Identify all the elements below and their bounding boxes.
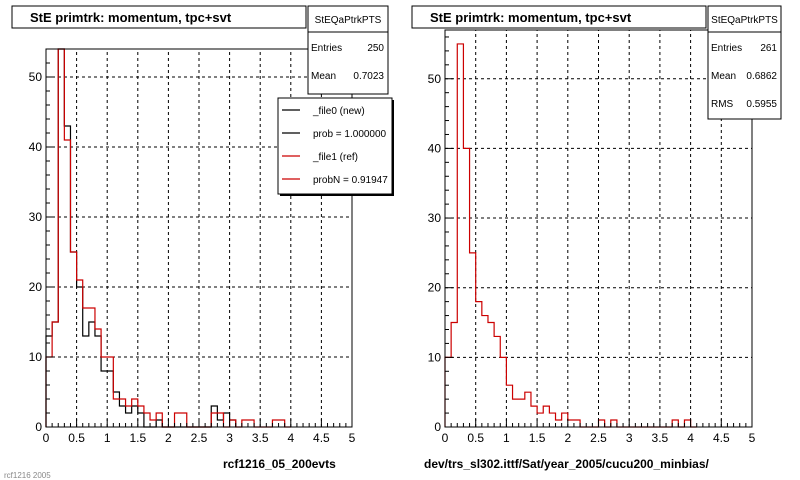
legend-label: _file0 (new) xyxy=(312,106,365,117)
stats-value: 250 xyxy=(367,43,384,54)
y-tick-label: 30 xyxy=(428,211,442,225)
footer-text: rcf1216 2005 xyxy=(4,471,51,480)
right-stats-box: StEQaPtrkPTS Entries 261 Mean 0.6862 RMS 0.595… xyxy=(707,5,782,120)
x-tick-label: 1.5 xyxy=(129,431,146,445)
left-chart-title: StE primtrk: momentum, tpc+svt xyxy=(30,10,232,25)
right-histograms xyxy=(444,43,697,428)
x-tick-label: 2 xyxy=(165,431,172,445)
histogram-series-1 xyxy=(45,48,291,428)
stats-value: 261 xyxy=(760,43,777,54)
x-tick-label: 3.5 xyxy=(652,431,669,445)
y-tick-label: 50 xyxy=(29,70,43,84)
legend-label: prob = 1.000000 xyxy=(313,129,387,140)
stats-label: Mean xyxy=(711,71,736,82)
x-tick-label: 3.5 xyxy=(252,431,269,445)
x-tick-label: 2.5 xyxy=(191,431,208,445)
x-tick-label: 4.5 xyxy=(713,431,730,445)
y-tick-label: 30 xyxy=(29,210,43,224)
y-tick-label: 40 xyxy=(29,140,43,154)
x-tick-label: 1.5 xyxy=(529,431,546,445)
x-tick-label: 0 xyxy=(43,431,50,445)
y-tick-label: 0 xyxy=(434,420,441,434)
stats-box-title: StEQaPtrkPTS xyxy=(711,15,778,26)
histogram-series-0 xyxy=(444,43,697,428)
left-panel: StE primtrk: momentum, tpc+svt 0 0.5 1 1.5 2… xyxy=(11,5,394,471)
stats-label: Entries xyxy=(711,43,742,54)
x-tick-label: 4 xyxy=(687,431,694,445)
y-tick-label: 40 xyxy=(428,141,442,155)
legend-label: _file1 (ref) xyxy=(312,152,358,163)
x-tick-label: 4.5 xyxy=(313,431,330,445)
stats-box-title: StEQaPtrkPTS xyxy=(315,15,382,26)
left-chart-title-box xyxy=(11,5,307,29)
x-tick-label: 0 xyxy=(442,431,449,445)
histogram-series-0 xyxy=(45,48,237,428)
x-tick-label: 0.5 xyxy=(467,431,484,445)
x-tick-label: 1 xyxy=(503,431,510,445)
x-tick-label: 0.5 xyxy=(68,431,85,445)
x-tick-label: 3 xyxy=(626,431,633,445)
right-chart-title: StE primtrk: momentum, tpc+svt xyxy=(430,10,632,25)
x-tick-label: 2 xyxy=(564,431,571,445)
right-grid xyxy=(445,30,752,427)
legend-label: probN = 0.91947 xyxy=(313,175,388,186)
x-tick-label: 2.5 xyxy=(590,431,607,445)
y-tick-label: 0 xyxy=(35,420,42,434)
x-tick-label: 4 xyxy=(287,431,294,445)
y-tick-label: 20 xyxy=(428,281,442,295)
stats-value: 0.7023 xyxy=(353,71,384,82)
left-legend: _file0 (new) prob = 1.000000 _file1 (ref) p… xyxy=(277,97,394,196)
stats-value: 0.5955 xyxy=(746,99,777,110)
stats-label: RMS xyxy=(711,99,734,110)
left-x-axis-label: rcf1216_05_200evts xyxy=(223,457,336,471)
right-panel: StE primtrk: momentum, tpc+svt 0 0.5 1 1.5 2… xyxy=(411,5,782,471)
y-tick-label: 20 xyxy=(29,280,43,294)
stats-label: Entries xyxy=(311,43,342,54)
right-x-axis-label: dev/trs_sl302.ittf/Sat/year_2005/cucu200… xyxy=(424,457,709,471)
x-tick-label: 5 xyxy=(349,431,356,445)
x-tick-label: 1 xyxy=(104,431,111,445)
y-tick-label: 50 xyxy=(428,72,442,86)
stats-box-frame xyxy=(707,5,782,120)
y-tick-label: 10 xyxy=(29,350,43,364)
left-stats-box: StEQaPtrkPTS Entries 250 Mean 0.7023 xyxy=(307,5,389,95)
y-tick-label: 10 xyxy=(428,350,442,364)
stats-value: 0.6862 xyxy=(746,71,777,82)
stats-label: Mean xyxy=(311,71,336,82)
x-tick-label: 3 xyxy=(226,431,233,445)
legend-frame xyxy=(277,97,393,195)
right-chart-title-box xyxy=(411,5,707,29)
x-tick-label: 5 xyxy=(749,431,756,445)
stats-box-frame xyxy=(307,5,389,95)
